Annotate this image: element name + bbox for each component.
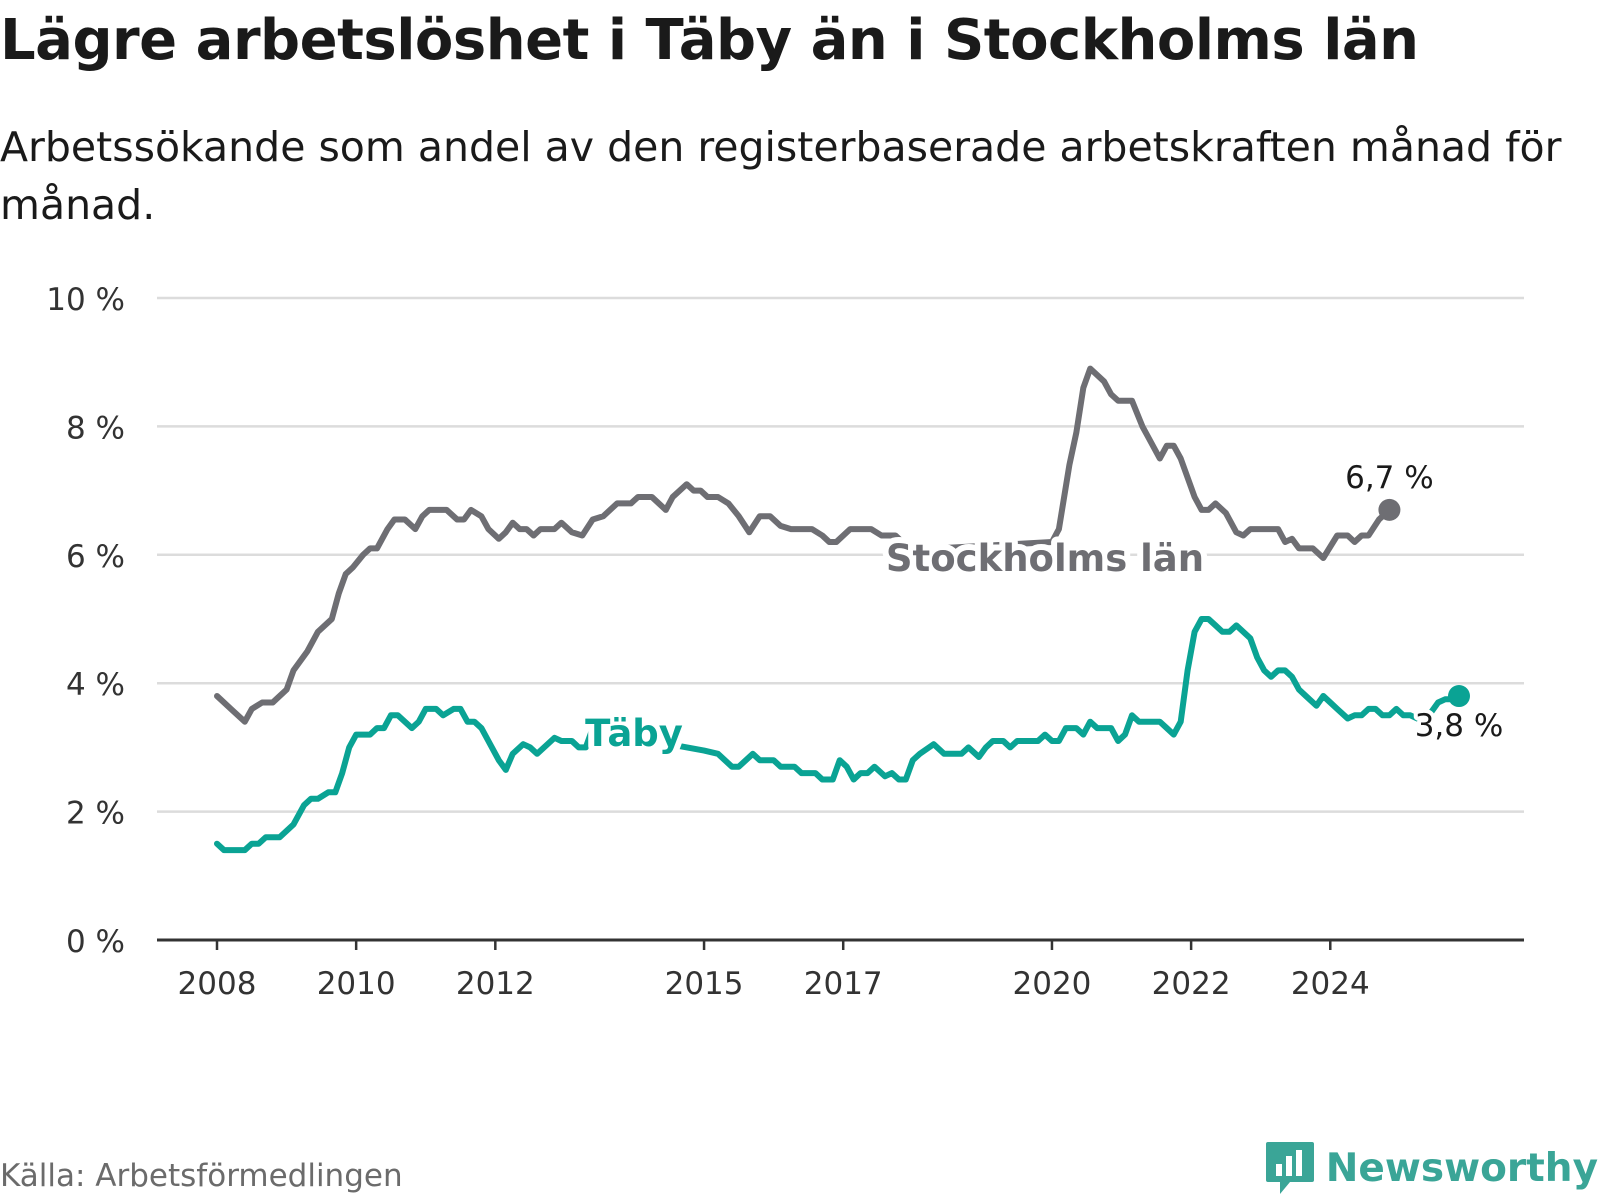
x-tick-label: 2022 xyxy=(1152,966,1231,1002)
y-tick-label: 8 % xyxy=(66,410,125,446)
series-labels: Stockholms län Täby 6,7 % 3,8 % xyxy=(579,456,1507,761)
brand-name: Newsworthy xyxy=(1325,1145,1598,1191)
series-end-point xyxy=(1448,685,1470,708)
x-tick-label: 2012 xyxy=(456,966,535,1002)
y-tick-label: 0 % xyxy=(66,924,125,960)
x-axis: 2008 2010 2012 2015 2017 2020 2022 2024 xyxy=(157,938,1524,1002)
series-line xyxy=(214,365,1393,725)
y-tick-label: 4 % xyxy=(66,667,125,703)
x-tick-label: 2020 xyxy=(1013,966,1092,1002)
line-chart: 0 % 2 % 4 % 6 % 8 % 10 % 2008 2010 2012 2015 2017… xyxy=(46,282,1524,1002)
y-tick-label: 6 % xyxy=(66,539,125,575)
brand: Newsworthy xyxy=(1264,1140,1598,1196)
series-end-point xyxy=(1378,498,1401,521)
series-name-label: Täby xyxy=(585,712,683,755)
source-note: Källa: Arbetsförmedlingen xyxy=(0,1158,403,1194)
newsworthy-logo-icon xyxy=(1264,1140,1316,1196)
x-tick-label: 2017 xyxy=(804,966,883,1002)
chart-subtitle: Arbetssökande som andel av den registerb… xyxy=(0,123,1562,229)
x-tick-label: 2024 xyxy=(1291,966,1370,1002)
series-lines xyxy=(214,365,1470,854)
series-name-label: Stockholms län xyxy=(886,537,1204,580)
y-tick-label: 10 % xyxy=(46,282,125,318)
y-axis: 0 % 2 % 4 % 6 % 8 % 10 % xyxy=(46,282,125,960)
end-value-label: 6,7 % xyxy=(1345,460,1434,496)
x-tick-label: 2010 xyxy=(317,966,396,1002)
chart-title: Lägre arbetslöshet i Täby än i Stockholm… xyxy=(0,8,1419,73)
end-value-label: 3,8 % xyxy=(1415,708,1504,744)
y-tick-label: 2 % xyxy=(66,796,125,832)
series-line xyxy=(214,616,1462,854)
x-tick-label: 2008 xyxy=(178,966,257,1002)
x-tick-label: 2015 xyxy=(665,966,744,1002)
